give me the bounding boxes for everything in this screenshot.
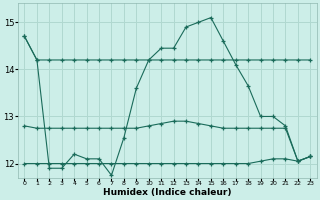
- X-axis label: Humidex (Indice chaleur): Humidex (Indice chaleur): [103, 188, 232, 197]
